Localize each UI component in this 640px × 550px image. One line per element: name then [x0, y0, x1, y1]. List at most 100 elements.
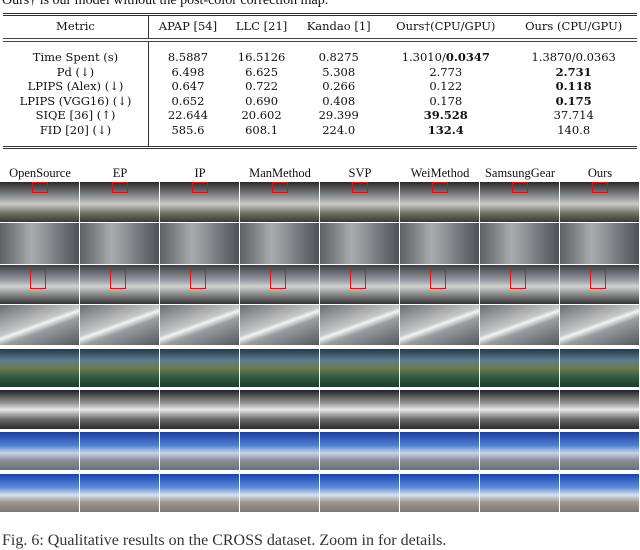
highlight-box — [512, 182, 528, 193]
metric-value: 2.731 — [555, 64, 592, 79]
method-label: WeiMethod — [410, 166, 470, 180]
metric-value: 608.1 — [245, 122, 279, 137]
metric-value: 0.690 — [245, 93, 279, 108]
highlight-box — [270, 269, 286, 289]
result-image — [560, 265, 639, 304]
result-image — [80, 349, 159, 387]
result-image — [80, 474, 159, 512]
metric-value: 132.4 — [427, 122, 464, 137]
result-image — [400, 305, 479, 345]
result-image — [160, 265, 239, 304]
figure-row — [0, 223, 640, 264]
figure-caption: Fig. 6: Qualitative results on the CROSS… — [2, 532, 447, 549]
method-label: ManMethod — [249, 166, 311, 180]
highlight-box — [272, 182, 288, 193]
result-image — [0, 349, 79, 387]
metrics-table: Metric APAP [54] LLC [21] Kandao [1] Ours†(C… — [3, 13, 637, 149]
result-image — [240, 265, 319, 304]
result-image — [0, 390, 79, 429]
figure-row — [0, 182, 640, 222]
result-image — [240, 474, 319, 512]
result-image — [0, 182, 79, 222]
figure-column-headers: OpenSource EP IP ManMethod SVP WeiMethod Samsu… — [0, 166, 640, 181]
result-image — [400, 349, 479, 387]
result-image — [0, 223, 79, 264]
result-image — [80, 432, 159, 470]
result-image — [80, 265, 159, 304]
result-image — [320, 349, 399, 387]
result-image — [480, 390, 559, 429]
highlight-box — [350, 269, 366, 289]
highlight-box — [112, 182, 128, 193]
table-row: Pd (↓) 6.498 6.625 5.308 2.773 2.731 — [3, 64, 637, 80]
result-image — [560, 432, 639, 470]
metric-value: 2.773 — [429, 64, 463, 79]
result-image — [400, 265, 479, 304]
figure-row — [0, 349, 640, 387]
highlight-box — [190, 269, 206, 289]
result-image — [80, 390, 159, 429]
metric-value: 0.178 — [429, 93, 463, 108]
metric-value: 224.0 — [322, 122, 356, 137]
result-image — [320, 305, 399, 345]
result-image — [160, 432, 239, 470]
result-image — [320, 474, 399, 512]
highlight-box — [110, 269, 126, 289]
figure-row — [0, 474, 640, 512]
metric-value: 1.3870/0.0363 — [531, 50, 616, 64]
method-label: SamsungGear — [484, 166, 556, 180]
highlight-box — [30, 269, 46, 289]
highlight-box — [32, 182, 48, 193]
result-image — [80, 223, 159, 264]
highlight-box — [510, 269, 526, 289]
highlight-box — [192, 182, 208, 193]
figure-row — [0, 432, 640, 470]
metric-value: 0.175 — [555, 93, 592, 108]
result-image — [400, 390, 479, 429]
result-image — [320, 223, 399, 264]
metric-value: 20.602 — [241, 108, 282, 123]
method-label: EP — [112, 166, 128, 180]
metric-value: 140.8 — [557, 122, 591, 137]
result-image — [480, 349, 559, 387]
result-image — [320, 182, 399, 222]
table-row: SIQE [36] (↑) 22.644 20.602 29.399 39.528 37.… — [3, 108, 637, 123]
intro-text: Ours† is our model without the post-colo… — [2, 0, 329, 8]
metric-value: 0.722 — [245, 79, 279, 94]
highlight-box — [430, 269, 446, 289]
metric-name: Time Spent (s) — [3, 40, 149, 65]
table-row: FID [20] (↓) 585.6 608.1 224.0 132.4 140.8 — [3, 122, 637, 148]
metric-value: 0.266 — [322, 79, 356, 94]
metric-value: 6.498 — [171, 64, 205, 79]
result-image — [480, 182, 559, 222]
metric-value: 0.118 — [555, 79, 592, 94]
result-image — [240, 390, 319, 429]
metric-name: FID [20] (↓) — [3, 122, 149, 148]
table-row: LPIPS (Alex) (↓) 0.647 0.722 0.266 0.122 0.11… — [3, 79, 637, 94]
result-image — [240, 182, 319, 222]
metric-value: 16.5126 — [237, 50, 286, 64]
result-image — [400, 182, 479, 222]
metric-value: 0.647 — [171, 79, 205, 94]
result-image — [160, 474, 239, 512]
result-image — [480, 432, 559, 470]
highlight-box — [590, 269, 606, 289]
result-image — [400, 223, 479, 264]
result-image — [480, 474, 559, 512]
result-image — [480, 305, 559, 345]
method-label: IP — [194, 166, 206, 180]
result-image — [0, 474, 79, 512]
result-image — [480, 265, 559, 304]
metric-name: SIQE [36] (↑) — [3, 108, 149, 123]
result-image — [400, 432, 479, 470]
metric-value: 5.308 — [322, 64, 356, 79]
method-label: SVP — [348, 166, 372, 180]
highlight-box — [432, 182, 448, 193]
metric-value: 8.5887 — [167, 50, 209, 64]
metric-value: 0.122 — [429, 79, 463, 94]
result-image — [240, 432, 319, 470]
result-image — [0, 265, 79, 304]
result-image — [560, 305, 639, 345]
metric-value: 37.714 — [553, 108, 594, 123]
table-row: Time Spent (s) 8.5887 16.5126 0.8275 1.3010/… — [3, 40, 637, 65]
